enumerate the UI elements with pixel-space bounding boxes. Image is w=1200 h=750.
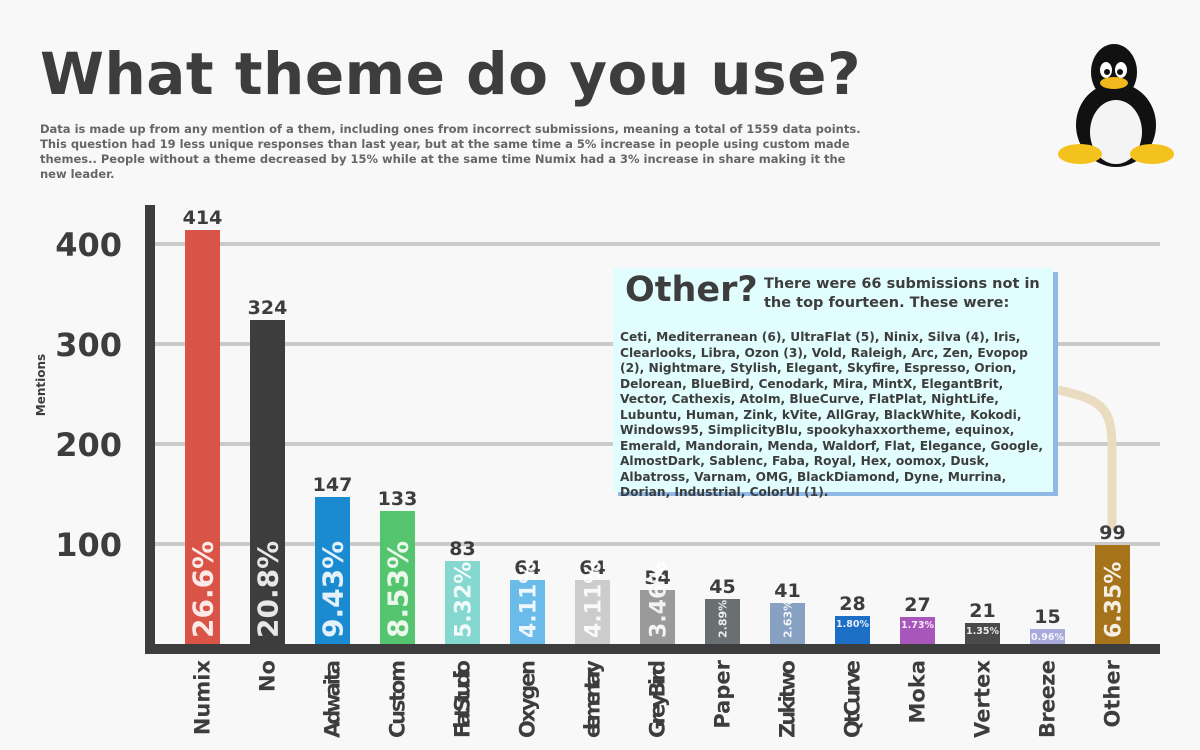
x-tick-label: Numix <box>191 660 215 736</box>
bar-percent-label: 2.89% <box>716 600 729 638</box>
y-tick-label: 100 <box>55 526 122 564</box>
other-callout-list: Ceti, Mediterranean (6), UltraFlat (5), … <box>620 330 1044 499</box>
x-tick-label: Adwaita <box>321 660 345 738</box>
bar-percent-label: 1.80% <box>836 619 869 630</box>
bar-value-label: 83 <box>449 538 475 560</box>
bar <box>510 580 545 644</box>
x-tick-label: Custom <box>386 660 410 738</box>
bar-percent-label: 8.53% <box>382 541 415 638</box>
bar-percent-label: 6.35% <box>1101 562 1126 638</box>
bar-value-label: 133 <box>378 488 418 510</box>
bar <box>1030 629 1065 644</box>
callout-connector <box>1057 385 1117 530</box>
bar-value-label: 41 <box>774 580 800 602</box>
bar-percent-label: 20.8% <box>252 541 285 638</box>
bar-value-label: 414 <box>183 207 223 229</box>
x-tick-label: Zukitwo <box>776 660 800 738</box>
bar-value-label: 21 <box>969 600 995 622</box>
bar-percent-label: 4.11% <box>516 562 541 638</box>
bar-value-label: 64 <box>579 557 605 579</box>
bar-value-label: 15 <box>1034 606 1060 628</box>
bar <box>965 623 1000 644</box>
bar <box>640 590 675 644</box>
x-tick-label: Other <box>1101 659 1125 727</box>
bar-value-label: 64 <box>514 557 540 579</box>
tux-penguin-icon <box>1058 44 1174 167</box>
x-tick-label: QtCurve <box>841 660 865 738</box>
bar-value-label: 54 <box>644 567 670 589</box>
bar-percent-label: 1.35% <box>966 626 999 637</box>
bar <box>705 599 740 644</box>
y-tick-label: 300 <box>55 326 122 364</box>
y-tick-label: 400 <box>55 226 122 264</box>
x-tick-label: FlatStudio <box>451 660 475 738</box>
bar <box>315 497 350 644</box>
bar-value-label: 28 <box>839 593 865 615</box>
bar <box>1095 545 1130 644</box>
x-tick-label: Vertex <box>971 660 995 738</box>
bar-percent-label: 1.73% <box>901 620 934 631</box>
bar-percent-label: 0.96% <box>1031 632 1064 643</box>
bar-percent-label: 4.11% <box>581 562 606 638</box>
bar-value-label: 147 <box>313 474 353 496</box>
bar-percent-label: 5.32% <box>451 562 476 638</box>
bar <box>445 561 480 644</box>
y-axis-label: Mentions <box>34 354 48 416</box>
other-callout-heading: Other? <box>625 270 758 310</box>
bar <box>380 511 415 644</box>
bar <box>250 320 285 644</box>
bar-value-label: 99 <box>1099 522 1125 544</box>
bar-percent-label: 2.63% <box>781 600 794 638</box>
bar <box>900 617 935 644</box>
x-tick-label: GreyBird <box>646 660 670 738</box>
bar <box>185 230 220 644</box>
bar-percent-label: 3.46% <box>646 562 671 638</box>
x-tick-label: No <box>256 660 280 692</box>
bar <box>770 603 805 644</box>
bar-value-label: 27 <box>904 594 930 616</box>
x-tick-label: Oxygen <box>516 660 540 738</box>
other-callout-intro: There were 66 submissions not in the top… <box>764 276 1040 311</box>
page-title: What theme do you use? <box>40 40 862 108</box>
x-tick-label: Breeze <box>1036 660 1060 738</box>
other-callout-box: Other? There were 66 submissions not in … <box>613 268 1053 499</box>
bar-value-label: 45 <box>709 576 735 598</box>
bar <box>575 580 610 644</box>
y-tick-label: 200 <box>55 426 122 464</box>
x-tick-label: elementary <box>581 660 605 738</box>
bar <box>835 616 870 644</box>
bar-percent-label: 26.6% <box>187 541 220 638</box>
bar-percent-label: 9.43% <box>317 541 350 638</box>
x-tick-label: Paper <box>711 659 735 728</box>
subtitle: Data is made up from any mention of a th… <box>40 122 861 181</box>
bar-value-label: 324 <box>248 297 288 319</box>
x-tick-label: Moka <box>906 660 930 723</box>
